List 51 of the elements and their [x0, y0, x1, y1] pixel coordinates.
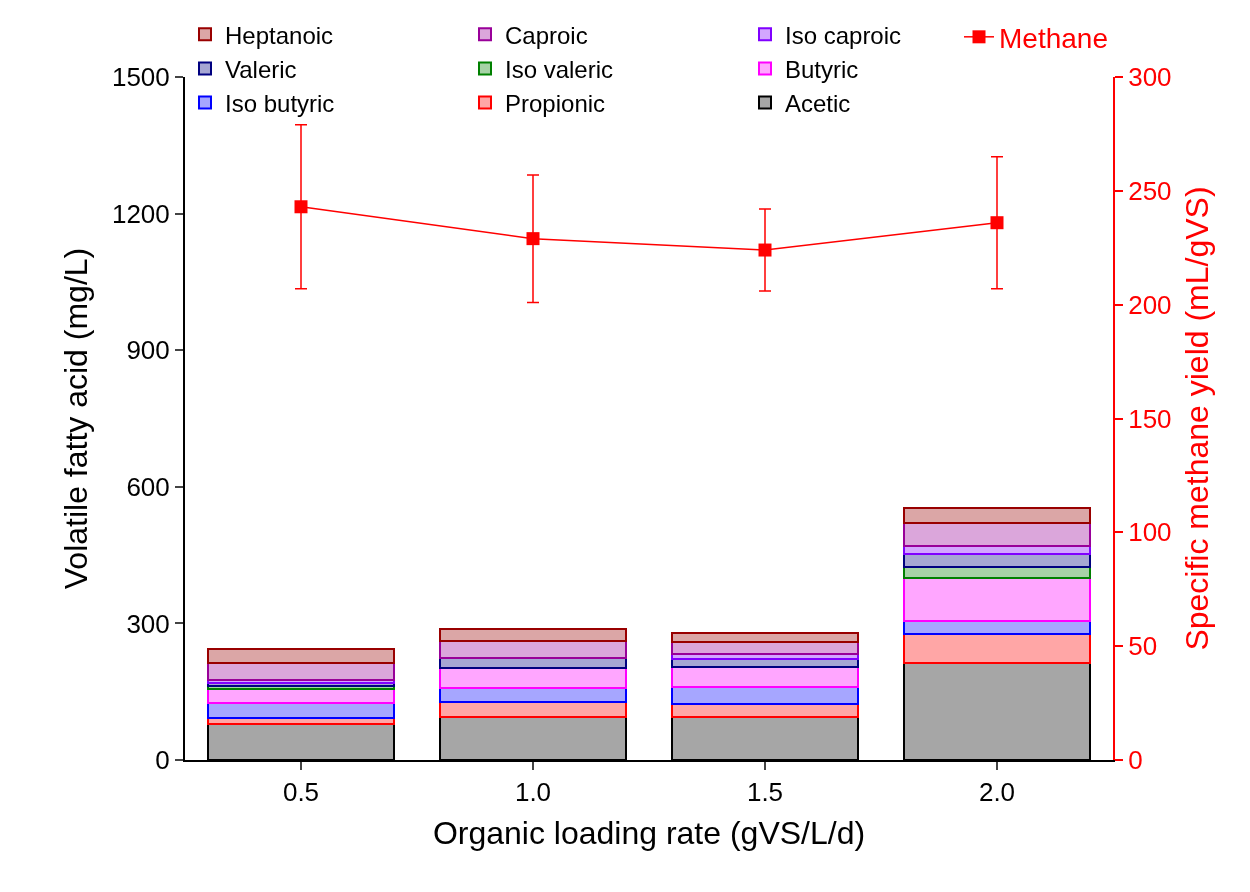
x-tick-label: 1.5 — [746, 777, 784, 808]
y-tick-label: 0 — [155, 745, 170, 776]
point — [990, 216, 1004, 230]
legend-label: Methane — [999, 22, 1108, 54]
point — [294, 200, 308, 214]
legend-label: Iso caproic — [785, 21, 902, 49]
legend-label: Acetic — [785, 89, 851, 117]
bar — [903, 576, 1091, 623]
y-tick-label: 1200 — [111, 198, 170, 229]
y2-tick-label: 50 — [1128, 631, 1158, 662]
y2-tick-label: 0 — [1128, 745, 1143, 776]
point — [758, 243, 772, 257]
legend-label: Propionic — [505, 89, 606, 117]
bar — [903, 522, 1091, 547]
bar — [903, 633, 1091, 665]
bar — [903, 662, 1091, 760]
y-tick-label: 300 — [126, 608, 170, 639]
legend-label: Caproic — [505, 21, 588, 49]
y-tick-label: 1500 — [111, 62, 170, 93]
x-tick-label: 2.0 — [978, 777, 1016, 808]
x-tick-label: 1.0 — [514, 777, 552, 808]
bar — [903, 506, 1091, 525]
y2-tick-label: 200 — [1128, 289, 1172, 320]
bar — [671, 716, 859, 760]
point — [526, 232, 540, 246]
bar — [439, 628, 627, 642]
bar — [671, 631, 859, 643]
x-tick-label: 0.5 — [282, 777, 320, 808]
y2-tick-label: 250 — [1128, 175, 1172, 206]
y2-tick-label: 300 — [1128, 62, 1172, 93]
bar — [207, 647, 395, 665]
legend-label: Heptanoic — [225, 21, 334, 49]
y-tick-label: 600 — [126, 471, 170, 502]
bar — [439, 667, 627, 690]
y-tick-label: 900 — [126, 335, 170, 366]
x-axis-title: Organic loading rate (gVS/L/d) — [432, 814, 866, 851]
bar — [439, 716, 627, 760]
y-axis-title: Volatile fatty acid (mg/L) — [57, 247, 94, 590]
y2-tick-label: 100 — [1128, 517, 1172, 548]
bar — [671, 658, 859, 668]
legend-label: Iso butyric — [225, 89, 335, 117]
bar — [207, 662, 395, 681]
y2-tick-label: 150 — [1128, 403, 1172, 434]
legend-label: Valeric — [225, 55, 297, 83]
y2-axis-title: Specific methane yield (mL/gVS) — [1178, 186, 1215, 651]
bar — [439, 639, 627, 659]
bar — [671, 685, 859, 705]
legend-label: Butyric — [785, 55, 859, 83]
legend-label: Iso valeric — [505, 55, 614, 83]
bar — [207, 723, 395, 760]
bar — [671, 665, 859, 688]
